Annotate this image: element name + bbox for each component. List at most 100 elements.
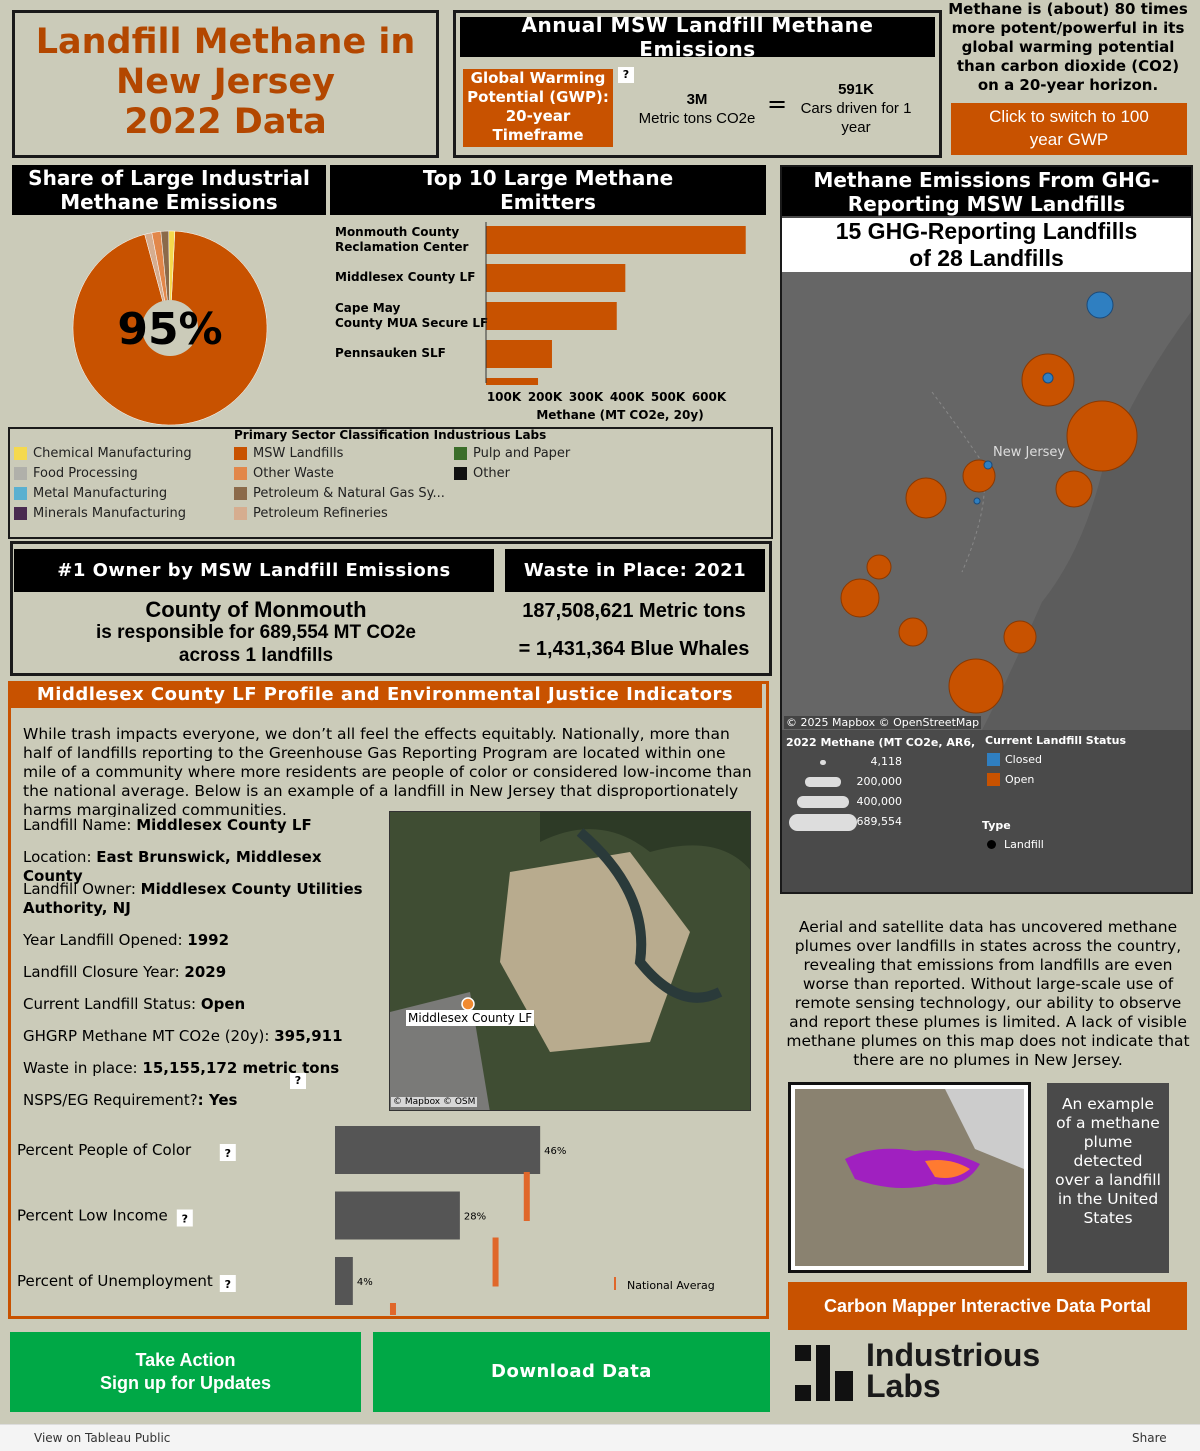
field-value: 1992: [187, 931, 230, 949]
legend-label: Other Waste: [253, 466, 334, 481]
legend-label: Pulp and Paper: [473, 446, 571, 461]
logo-line: Industrious: [866, 1337, 1041, 1373]
help-text: ?: [225, 1147, 231, 1160]
annual-title: Annual MSW Landfill Methane Emissions: [460, 13, 935, 61]
type-legend-title: Type: [982, 819, 1011, 832]
landfill-photo: [389, 811, 751, 1111]
field-value: East Brunswick, Middlesex County: [23, 848, 322, 885]
help-icon[interactable]: ?: [219, 1144, 236, 1161]
emissions-value: 3M: [686, 91, 708, 108]
size-legend-mark: [820, 759, 826, 765]
profile-title: Middlesex County LF Profile and Environm…: [8, 681, 762, 708]
map-subtitle-line: of 28 Landfills: [909, 245, 1064, 271]
legend-swatch: [234, 447, 247, 460]
waste-whales: = 1,431,364 Blue Whales: [518, 638, 750, 660]
legend-label: Minerals Manufacturing: [33, 506, 187, 521]
size-legend-mark: [797, 795, 849, 809]
title-line: 2022 Data: [124, 102, 327, 142]
map-subtitle-line: 15 GHG-Reporting Landfills: [835, 218, 1138, 244]
field-label: Year Landfill Opened:: [23, 931, 188, 949]
plume-image: [788, 1082, 1031, 1273]
owner-text: County of Monmouth is responsible for 689…: [14, 598, 498, 667]
status-legend-label[interactable]: Open: [1005, 773, 1035, 786]
field-label: GHGRP Methane MT CO2e (20y):: [23, 1027, 275, 1045]
field-label: Landfill Name:: [23, 816, 137, 834]
owner-title: #1 Owner by MSW Landfill Emissions: [14, 549, 494, 592]
legend-swatch: [234, 467, 247, 480]
top10-title: Top 10 Large Methane Emitters: [330, 165, 766, 215]
category-label: Percent of Unemployment: [17, 1272, 213, 1290]
emissions-unit: Metric tons CO2e: [638, 110, 756, 127]
logo-line: Labs: [866, 1368, 941, 1404]
download-button[interactable]: Download Data: [373, 1332, 770, 1412]
bar: [335, 1126, 541, 1174]
bar: [486, 226, 746, 254]
logo-text: Industrious Labs: [866, 1337, 1041, 1404]
profile-field: Current Landfill Status: Open: [23, 995, 368, 1014]
photo-attribution: © Mapbox © OSM: [391, 1097, 478, 1107]
status-legend-swatch: [987, 753, 1000, 766]
size-legend-label: 200,000: [856, 775, 903, 788]
gwp-label: Global Warming Potential (GWP): 20-year …: [463, 69, 613, 147]
bar: [486, 302, 617, 330]
help-icon[interactable]: ?: [219, 1275, 236, 1292]
bar: [335, 1191, 460, 1240]
cars-value: 591K: [838, 81, 874, 98]
x-tick-label: 400K: [610, 390, 645, 404]
share-button[interactable]: Share: [1132, 1431, 1167, 1445]
waste-title: Waste in Place: 2021: [505, 549, 765, 592]
pie-chart: 95%: [72, 230, 268, 425]
legend-label: Food Processing: [33, 466, 138, 481]
field-label: NSPS/EG Requirement?: [23, 1091, 198, 1109]
button-line: Take Action: [135, 1350, 236, 1370]
field-value: Middlesex County LF: [136, 816, 312, 834]
gwp-toggle-button[interactable]: Click to switch to 100 year GWP: [951, 103, 1187, 155]
cars: 591K Cars driven for 1 year: [790, 80, 922, 137]
cars-unit: Cars driven for 1: [800, 100, 912, 117]
legend-swatch: [454, 447, 467, 460]
bar: [486, 264, 626, 292]
footer: [0, 1424, 1200, 1451]
legend-swatch: [14, 507, 27, 520]
status-legend-label[interactable]: Closed: [1005, 753, 1042, 766]
take-action-button[interactable]: Take Action Sign up for Updates: [10, 1332, 361, 1412]
button-line: Sign up for Updates: [100, 1373, 271, 1393]
reference-mark: [492, 1237, 499, 1287]
plume-text: Aerial and satellite data has uncovered …: [786, 918, 1190, 1069]
pie-title: Share of Large Industrial Methane Emissi…: [12, 165, 326, 215]
field-label: Current Landfill Status:: [23, 995, 201, 1013]
y-tick-label: Cape May County MUA Secure LF: [335, 301, 488, 330]
legend-label: Petroleum Refineries: [253, 506, 388, 521]
profile-field: Waste in place: 15,155,172 metric tons: [23, 1059, 368, 1078]
size-legend-label: 689,554: [856, 815, 903, 828]
type-legend-item[interactable]: Landfill: [1004, 838, 1044, 851]
emissions: 3M Metric tons CO2e: [627, 90, 767, 128]
x-axis-label: Methane (MT CO2e, 20y): [536, 408, 703, 422]
category-label: Percent Low Income: [17, 1207, 168, 1225]
annual-box: [453, 10, 942, 158]
size-legend-mark: [804, 777, 842, 787]
carbon-mapper-button[interactable]: Carbon Mapper Interactive Data Portal: [788, 1282, 1187, 1330]
logo-icon: [795, 1345, 853, 1401]
field-value: Open: [200, 995, 246, 1013]
top10-chart: Monmouth County Reclamation Center Middles…: [335, 222, 746, 422]
y-tick-label: Monmouth County Reclamation Center: [335, 225, 468, 254]
view-link[interactable]: View on Tableau Public: [34, 1431, 171, 1445]
profile-intro: While trash impacts everyone, we don’t a…: [23, 725, 752, 817]
bar: [486, 378, 539, 385]
pie-center-label: 95%: [117, 304, 222, 355]
value-label: 46%: [544, 1146, 566, 1157]
legend-label: Chemical Manufacturing: [33, 446, 192, 461]
reference-legend-label: National Averag: [627, 1279, 715, 1292]
help-icon[interactable]: ?: [176, 1209, 193, 1227]
value-label: 4%: [357, 1277, 373, 1288]
owner-name: County of Monmouth: [145, 597, 367, 622]
help-icon[interactable]: ?: [290, 1073, 306, 1089]
map-subtitle: 15 GHG-Reporting Landfills of 28 Landfill…: [782, 218, 1191, 272]
help-icon[interactable]: ?: [618, 67, 634, 83]
map-state-label: New Jersey: [993, 445, 1066, 460]
photo-label: Middlesex County LF: [406, 1010, 535, 1026]
bar: [335, 1257, 353, 1305]
cars-unit: year: [841, 119, 871, 136]
